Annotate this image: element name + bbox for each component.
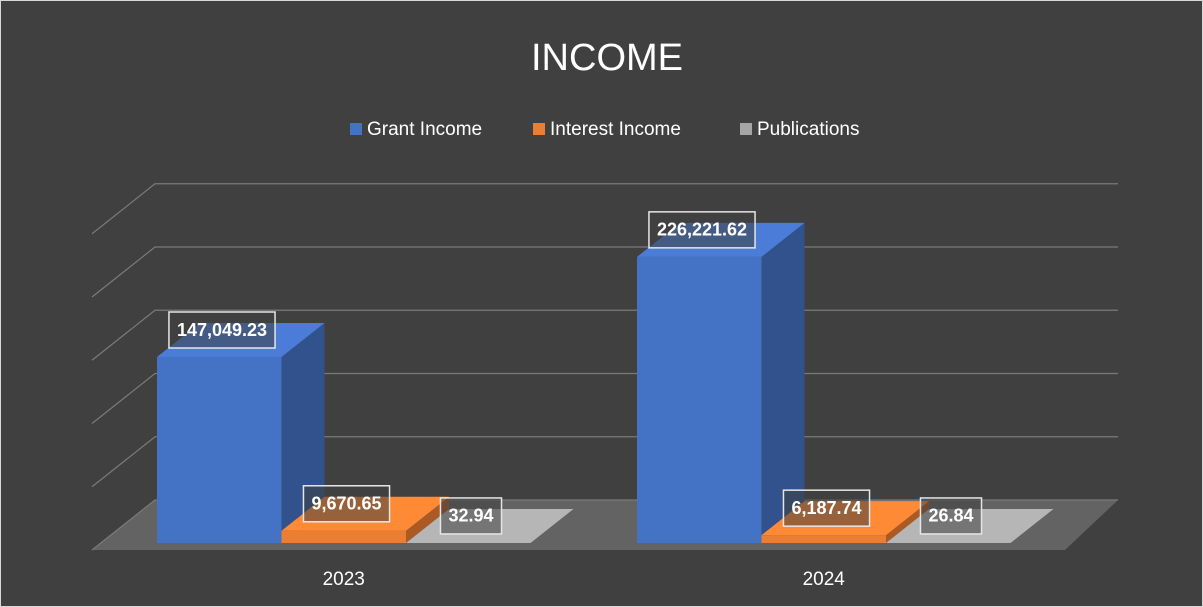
data-label: 147,049.23 [177, 320, 267, 340]
data-label-box [168, 311, 276, 349]
data-label-box [648, 211, 756, 249]
legend-swatch [740, 123, 752, 135]
legend-swatch [350, 123, 362, 135]
bar-side [1010, 508, 1054, 543]
bar [637, 222, 805, 543]
bar-front [761, 535, 886, 543]
legend-label: Grant Income [367, 119, 482, 140]
bar-side [406, 496, 449, 543]
data-label-box [919, 497, 983, 535]
data-label: 9,670.65 [311, 494, 381, 514]
legend-label: Publications [757, 119, 859, 140]
data-label-box [302, 485, 391, 523]
bar-front [157, 357, 282, 543]
x-tick-label: 2023 [323, 569, 365, 590]
data-label: 26.84 [928, 506, 973, 526]
data-label-box [439, 497, 503, 535]
bar-front [281, 530, 406, 543]
bar-front [637, 256, 762, 543]
grid-line [91, 183, 1118, 235]
legend-label: Interest Income [550, 119, 681, 140]
data-label-box [782, 489, 871, 527]
chart-title: INCOME [531, 37, 683, 79]
data-label: 32.94 [448, 506, 493, 526]
bar-side [530, 508, 574, 543]
data-label: 226,221.62 [657, 220, 747, 240]
bar-side [886, 501, 929, 543]
data-label: 6,187.74 [791, 498, 861, 518]
bar [157, 323, 325, 543]
x-tick-label: 2024 [803, 569, 846, 590]
legend-swatch [533, 123, 545, 135]
bar-side [761, 222, 805, 543]
legend: Grant Income Interest Income Publications [350, 119, 859, 140]
